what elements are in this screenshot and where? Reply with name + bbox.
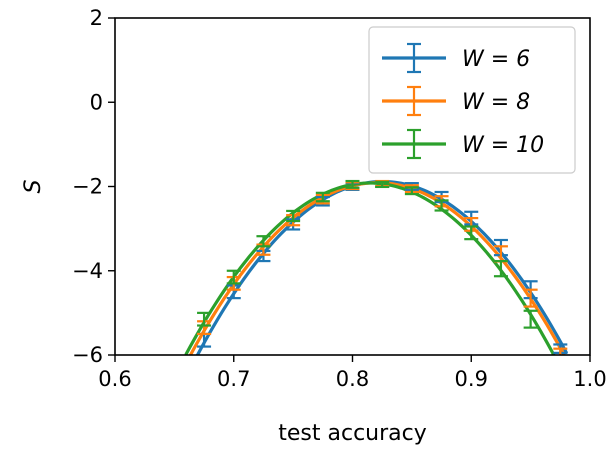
x-tick-label: 0.7 (217, 367, 250, 391)
y-tick-label: −6 (72, 343, 103, 367)
legend-entry: W = 8 (382, 85, 530, 117)
y-tick-label: −2 (72, 175, 103, 199)
x-tick-label: 0.8 (336, 367, 369, 391)
x-tick-label: 0.6 (98, 367, 131, 391)
legend: W = 6 W = 8 W = 10 (368, 26, 576, 174)
legend-label: W = 6 (462, 47, 530, 72)
y-axis-label: S (21, 179, 46, 193)
legend-entry: W = 10 (382, 128, 544, 160)
x-tick-label: 0.9 (455, 367, 488, 391)
y-tick-label: 2 (90, 6, 103, 30)
legend-box (368, 26, 576, 174)
legend-entry: W = 6 (382, 42, 530, 74)
y-tick-label: 0 (90, 90, 103, 114)
x-tick-label: 1.0 (573, 367, 606, 391)
legend-label: W = 8 (462, 90, 530, 115)
legend-label: W = 10 (462, 133, 544, 158)
x-axis-label: test accuracy (278, 421, 427, 446)
y-tick-label: −4 (72, 259, 103, 283)
error-bars (197, 179, 568, 355)
axis-ticks: 0.6 0.7 0.8 0.9 1.0 2 0 −2 −4 −6 (72, 6, 607, 391)
fit-curve (184, 181, 556, 355)
fit-curve (188, 181, 566, 355)
fit-curves (184, 179, 568, 355)
